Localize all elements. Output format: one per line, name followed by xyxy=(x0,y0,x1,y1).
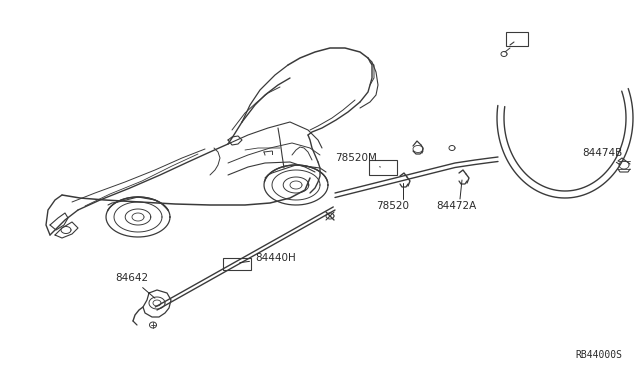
Text: RB44000S: RB44000S xyxy=(575,350,622,360)
Text: 84440H: 84440H xyxy=(240,253,296,263)
Bar xyxy=(223,258,251,270)
Text: 84472A: 84472A xyxy=(436,201,476,211)
Text: 78520M: 78520M xyxy=(335,153,380,167)
Text: 84474B: 84474B xyxy=(582,148,622,164)
Text: 78520: 78520 xyxy=(376,201,410,211)
Text: 84642: 84642 xyxy=(115,273,155,298)
Bar xyxy=(506,32,528,46)
Bar xyxy=(369,160,397,175)
